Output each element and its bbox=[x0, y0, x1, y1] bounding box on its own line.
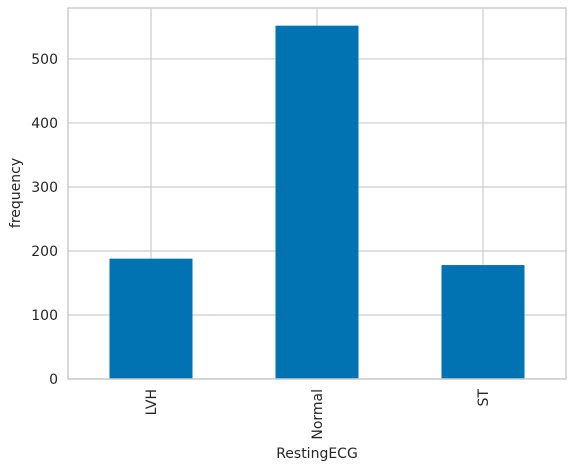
y-tick-label: 200 bbox=[31, 244, 58, 260]
y-tick-label: 0 bbox=[49, 372, 58, 388]
x-axis-label: RestingECG bbox=[276, 446, 358, 462]
bar bbox=[275, 25, 359, 380]
y-tick-label: 100 bbox=[31, 308, 58, 324]
x-tick-label: Normal bbox=[310, 389, 326, 440]
bar bbox=[109, 258, 193, 379]
y-tick-label: 400 bbox=[31, 116, 58, 132]
y-axis-label: frequency bbox=[8, 158, 24, 228]
bar bbox=[441, 265, 525, 379]
x-tick-label: ST bbox=[476, 389, 492, 407]
y-tick-label: 500 bbox=[31, 52, 58, 68]
axes-frame bbox=[67, 7, 567, 380]
y-tick-label: 300 bbox=[31, 180, 58, 196]
x-tick-label: LVH bbox=[144, 389, 160, 415]
